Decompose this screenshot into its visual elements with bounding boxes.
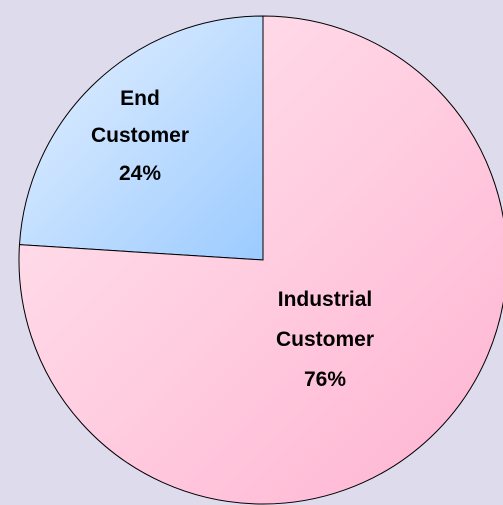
label-industrial-name-line2: Customer xyxy=(276,328,374,351)
label-industrial-name-line1: Industrial xyxy=(278,288,373,311)
label-end-name-line2: Customer xyxy=(91,124,189,147)
label-end-value: 24% xyxy=(119,162,161,185)
slice-industrial-customer xyxy=(18,15,503,505)
slice-end-customer xyxy=(18,15,264,261)
label-industrial-value: 76% xyxy=(304,368,346,391)
label-end-name-line1: End xyxy=(120,87,160,110)
